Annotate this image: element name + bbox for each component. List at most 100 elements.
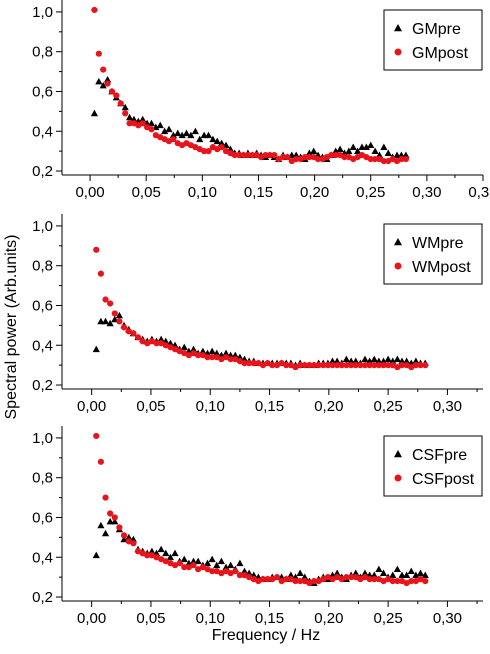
data-point-WMpost	[120, 324, 128, 331]
data-point-WMpost	[130, 330, 137, 337]
legend-marker-GMpre	[394, 24, 402, 32]
legend-marker-CSFpre	[394, 450, 402, 458]
data-point-CSFpost	[385, 576, 392, 583]
data-point-CSFpost	[338, 576, 345, 583]
data-point-GMpre	[161, 127, 169, 135]
data-point-GMpre	[345, 147, 353, 155]
data-point-WMpost	[162, 342, 169, 349]
data-point-WMpre	[231, 351, 239, 359]
data-point-GMpre	[292, 151, 300, 158]
data-point-GMpost	[341, 154, 348, 161]
data-point-GMpost	[372, 155, 379, 163]
data-point-GMpost	[380, 157, 387, 165]
data-point-CSFpost	[227, 570, 234, 577]
data-point-CSFpost	[162, 558, 169, 565]
data-point-WMpre	[189, 345, 198, 353]
data-point-WMpost	[255, 360, 262, 367]
data-point-WMpost	[398, 362, 406, 369]
data-point-CSFpost	[134, 548, 142, 555]
x-tick-label: 0,30	[433, 398, 462, 415]
data-point-GMpre	[213, 137, 221, 145]
data-point-GMpre	[362, 143, 370, 151]
data-point-CSFpost	[352, 574, 359, 581]
data-point-CSFpost	[408, 578, 415, 585]
legend-label-CSFpost: CSFpost	[412, 471, 475, 488]
data-point-WMpost	[107, 300, 114, 307]
data-point-GMpost	[236, 152, 243, 159]
data-point-GMpre	[336, 145, 344, 153]
data-point-GMpre	[349, 143, 357, 151]
data-point-GMpre	[367, 141, 375, 149]
data-point-GMpost	[218, 144, 225, 151]
data-point-CSFpre	[208, 555, 216, 563]
data-point-WMpre	[157, 335, 165, 343]
data-point-CSFpre	[125, 533, 133, 541]
data-point-WMpost	[218, 356, 225, 363]
data-point-CSFpost	[329, 576, 336, 583]
data-point-WMpost	[111, 310, 118, 317]
x-tick-label: 0,15	[255, 610, 284, 627]
data-point-WMpost	[394, 364, 401, 371]
data-point-WMpost	[334, 362, 341, 369]
data-point-CSFpost	[357, 576, 364, 583]
data-point-WMpost	[385, 362, 392, 369]
y-tick-label: 0,8	[32, 470, 53, 487]
data-point-CSFpre	[222, 563, 230, 571]
data-point-CSFpost	[269, 576, 276, 583]
data-point-WMpre	[199, 347, 207, 355]
data-point-WMpost	[301, 362, 308, 369]
data-point-CSFpost	[259, 576, 267, 583]
series-GMpost	[91, 6, 409, 165]
data-point-GMpost	[113, 92, 120, 99]
x-axis-title: Frequency / Hz	[212, 627, 320, 644]
data-point-GMpre	[182, 129, 191, 137]
data-point-WMpost	[343, 362, 350, 369]
data-point-CSFpost	[111, 514, 118, 521]
x-tick-label: 0,05	[136, 398, 165, 415]
data-point-CSFpre	[106, 517, 114, 525]
data-point-WMpost	[232, 356, 239, 363]
data-point-GMpost	[249, 152, 256, 159]
data-point-CSFpost	[204, 566, 211, 573]
data-point-WMpost	[380, 362, 387, 369]
data-point-CSFpost	[144, 552, 151, 559]
x-tick-label: 0,00	[77, 610, 106, 627]
data-point-WMpost	[134, 334, 142, 341]
data-point-CSFpre	[101, 529, 110, 537]
data-point-CSFpost	[417, 576, 424, 583]
data-point-CSFpre	[236, 559, 244, 567]
data-point-CSFpost	[315, 578, 322, 585]
legend-label-WMpre: WMpre	[412, 235, 464, 252]
data-point-GMpost	[266, 152, 274, 159]
panel-2: 0,2 0,4 0,6 0,8 1,0 0,00 0,05 0,10 0,15 0,20 0,25 0…	[32, 214, 483, 415]
data-point-CSFpost	[107, 510, 114, 517]
data-point-GMpre	[95, 77, 103, 85]
y-tick-label: 0,2	[32, 377, 53, 394]
legend-marker-GMpost	[394, 48, 402, 56]
data-point-CSFpre	[148, 547, 156, 555]
data-point-GMpre	[121, 103, 129, 111]
data-point-GMpre	[103, 75, 112, 83]
data-point-CSFpost	[371, 576, 378, 583]
data-point-WMpre	[92, 345, 100, 353]
data-point-GMpre	[402, 151, 410, 158]
data-point-CSFpre	[157, 545, 165, 553]
legend-marker-WMpre	[394, 238, 402, 246]
data-point-WMpost	[324, 362, 331, 369]
y-tick-label: 0,4	[32, 123, 53, 140]
x-tick-label: 0,10	[188, 184, 217, 201]
legend-label-GMpost: GMpost	[412, 45, 469, 62]
data-point-WMpre	[208, 347, 216, 355]
data-point-CSFpre	[352, 569, 360, 577]
data-point-GMpre	[187, 131, 195, 139]
data-point-WMpost	[246, 360, 253, 367]
data-point-WMpre	[384, 355, 392, 363]
data-point-CSFpost	[153, 554, 160, 561]
data-point-CSFpre	[213, 561, 221, 569]
data-point-CSFpre	[398, 571, 406, 579]
data-point-CSFpost	[324, 574, 331, 581]
data-point-GMpre	[169, 131, 177, 139]
data-point-WMpost	[417, 362, 424, 369]
data-point-GMpost	[279, 154, 287, 161]
